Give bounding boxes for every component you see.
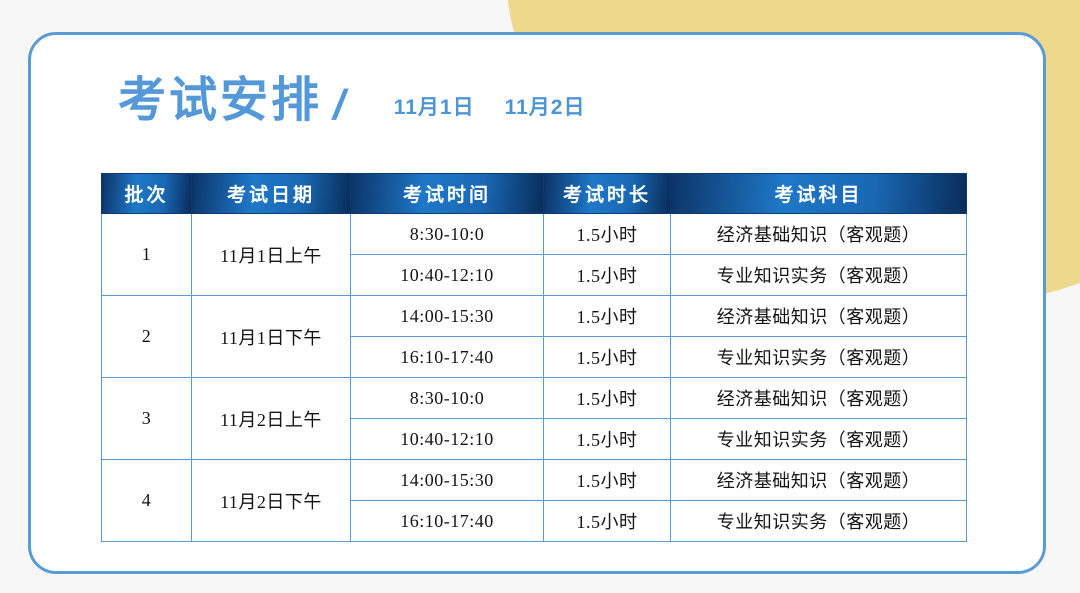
subject-cell: 经济基础知识（客观题） <box>670 459 967 501</box>
page-title: 考试安排 <box>118 74 323 127</box>
header-cell-subject: 考试科目 <box>670 173 967 214</box>
date-cell: 11月2日上午 <box>191 377 351 460</box>
header-row: 批次 考试日期 考试时间 考试时长 考试科目 <box>101 173 967 214</box>
time-cell: 16:10-17:40 <box>350 336 544 378</box>
subject-cell: 经济基础知识（客观题） <box>670 377 967 419</box>
table-row: 10:40-12:10 1.5小时 专业知识实务（客观题） <box>102 254 967 296</box>
duration-cell: 1.5小时 <box>543 336 671 378</box>
time-cell: 14:00-15:30 <box>350 295 544 337</box>
header-cell-duration: 考试时长 <box>543 173 671 214</box>
date-cell: 11月1日下午 <box>191 295 351 378</box>
exam-date-1: 11月1日 <box>393 95 475 119</box>
subject-cell: 经济基础知识（客观题） <box>670 213 967 255</box>
subject-cell: 专业知识实务（客观题） <box>670 254 967 296</box>
duration-cell: 1.5小时 <box>543 418 671 460</box>
date-cell: 11月1日上午 <box>191 213 351 296</box>
header-cell-batch: 批次 <box>101 173 192 214</box>
duration-cell: 1.5小时 <box>543 254 671 296</box>
batch-cell: 2 <box>101 295 192 378</box>
exam-dates: 11月1日 11月2日 <box>394 91 586 128</box>
table-row: 16:10-17:40 1.5小时 专业知识实务（客观题） <box>102 500 967 542</box>
table-row: 3 11月2日上午 8:30-10:0 1.5小时 经济基础知识（客观题） <box>101 377 967 460</box>
title-block: 考试安排 / 11月1日 11月2日 <box>118 74 586 128</box>
batch-cell: 3 <box>101 377 192 460</box>
subject-cell: 专业知识实务（客观题） <box>670 336 967 378</box>
content-card: 考试安排 / 11月1日 11月2日 批次 考试日期 考试时间 考试时长 考试科目… <box>28 32 1046 574</box>
time-cell: 8:30-10:0 <box>350 377 544 419</box>
duration-cell: 1.5小时 <box>543 295 671 337</box>
time-cell: 14:00-15:30 <box>350 459 544 501</box>
duration-cell: 1.5小时 <box>543 377 671 419</box>
header-cell-date: 考试日期 <box>191 173 351 214</box>
table-row: 2 11月1日下午 14:00-15:30 1.5小时 经济基础知识（客观题） <box>101 295 967 378</box>
time-cell: 16:10-17:40 <box>350 500 544 542</box>
batch-cell: 1 <box>101 213 192 296</box>
exam-schedule-table: 批次 考试日期 考试时间 考试时长 考试科目 1 11月1日上午 8:30-10… <box>101 173 967 542</box>
time-cell: 8:30-10:0 <box>350 213 544 255</box>
table-row: 1 11月1日上午 8:30-10:0 1.5小时 经济基础知识（客观题） <box>101 213 967 296</box>
batch-cell: 4 <box>101 459 192 542</box>
subject-cell: 经济基础知识（客观题） <box>670 295 967 337</box>
table-row: 4 11月2日下午 14:00-15:30 1.5小时 经济基础知识（客观题） <box>101 459 967 542</box>
subject-cell: 专业知识实务（客观题） <box>670 418 967 460</box>
time-cell: 10:40-12:10 <box>350 418 544 460</box>
title-slash-decoration: / <box>329 80 351 128</box>
duration-cell: 1.5小时 <box>543 500 671 542</box>
table-row: 10:40-12:10 1.5小时 专业知识实务（客观题） <box>102 418 967 460</box>
subject-cell: 专业知识实务（客观题） <box>670 500 967 542</box>
date-cell: 11月2日下午 <box>191 459 351 542</box>
duration-cell: 1.5小时 <box>543 459 671 501</box>
duration-cell: 1.5小时 <box>543 213 671 255</box>
exam-date-2: 11月2日 <box>504 95 586 119</box>
time-cell: 10:40-12:10 <box>350 254 544 296</box>
header-cell-time: 考试时间 <box>350 173 544 214</box>
table-row: 16:10-17:40 1.5小时 专业知识实务（客观题） <box>102 336 967 378</box>
